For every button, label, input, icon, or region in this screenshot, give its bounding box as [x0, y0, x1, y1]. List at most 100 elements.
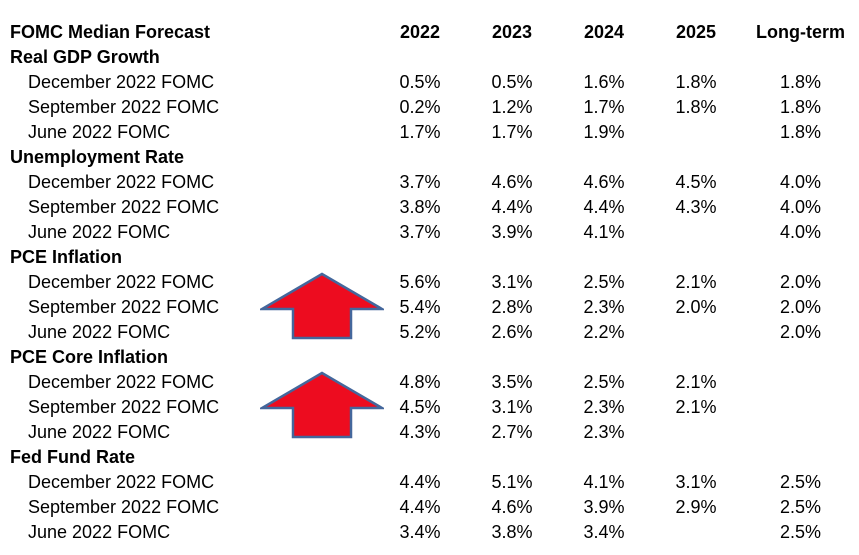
- value-2024: 4.4%: [583, 197, 625, 217]
- row-label: September 2022 FOMC: [28, 497, 220, 517]
- value-2022: 0.2%: [399, 97, 441, 117]
- row-label: June 2022 FOMC: [28, 522, 171, 542]
- value-2023: 4.4%: [491, 197, 533, 217]
- table-row: December 2022 FOMC 4.8% 3.5% 2.5% 2.1%: [0, 370, 859, 395]
- value-2022: 3.7%: [399, 222, 441, 242]
- up-arrow-icon: [260, 272, 384, 340]
- value-long-term: 2.5%: [779, 497, 822, 517]
- value-long-term: 2.0%: [779, 272, 822, 292]
- value-2022: 5.4%: [399, 297, 441, 317]
- value-2025: 4.3%: [675, 197, 717, 217]
- row-label: December 2022 FOMC: [28, 172, 215, 192]
- row-label: December 2022 FOMC: [28, 272, 215, 292]
- value-2023: 1.7%: [491, 122, 533, 142]
- row-label: September 2022 FOMC: [28, 397, 220, 417]
- value-2025: 1.8%: [675, 72, 717, 92]
- value-2024: 2.3%: [583, 422, 625, 442]
- table-row: December 2022 FOMC 5.6% 3.1% 2.5% 2.1% 2…: [0, 270, 859, 295]
- value-2024: 4.1%: [583, 472, 625, 492]
- value-2025: 4.5%: [675, 172, 717, 192]
- value-2024: 4.6%: [583, 172, 625, 192]
- table-row: September 2022 FOMC 3.8% 4.4% 4.4% 4.3% …: [0, 195, 859, 220]
- value-2024: 2.5%: [583, 372, 625, 392]
- row-label: June 2022 FOMC: [28, 422, 171, 442]
- table-row: December 2022 FOMC 0.5% 0.5% 1.6% 1.8% 1…: [0, 70, 859, 95]
- up-arrow-icon: [260, 371, 384, 439]
- column-header-long-term: Long-term: [756, 22, 845, 42]
- value-2022: 4.5%: [399, 397, 441, 417]
- value-long-term: 2.0%: [779, 297, 822, 317]
- value-2024: 1.6%: [583, 72, 625, 92]
- value-2023: 2.6%: [491, 322, 533, 342]
- value-2023: 0.5%: [491, 72, 533, 92]
- value-2023: 4.6%: [491, 497, 533, 517]
- column-header-2024: 2024: [583, 22, 625, 42]
- value-2024: 2.3%: [583, 397, 625, 417]
- header-row: FOMC Median Forecast 2022 2023 2024 2025…: [0, 20, 859, 45]
- section-header-real-gdp-growth: Real GDP Growth: [10, 47, 160, 67]
- value-2023: 4.6%: [491, 172, 533, 192]
- value-2024: 1.9%: [583, 122, 625, 142]
- table-row: September 2022 FOMC 5.4% 2.8% 2.3% 2.0% …: [0, 295, 859, 320]
- table-row: June 2022 FOMC 3.4% 3.8% 3.4% 2.5%: [0, 520, 859, 545]
- value-long-term: 1.8%: [779, 97, 822, 117]
- value-2022: 3.7%: [399, 172, 441, 192]
- row-label: June 2022 FOMC: [28, 122, 171, 142]
- value-2022: 4.4%: [399, 472, 441, 492]
- value-2023: 3.9%: [491, 222, 533, 242]
- section-header-pce-core-inflation: PCE Core Inflation: [10, 347, 169, 367]
- value-2025: 2.9%: [675, 497, 717, 517]
- value-2022: 3.8%: [399, 197, 441, 217]
- value-long-term: 2.5%: [779, 522, 822, 542]
- column-header-2022: 2022: [399, 22, 441, 42]
- value-long-term: 1.8%: [779, 72, 822, 92]
- value-2024: 2.5%: [583, 272, 625, 292]
- value-2025: 2.1%: [675, 397, 717, 417]
- section-header-unemployment-rate: Unemployment Rate: [10, 147, 185, 167]
- row-label: June 2022 FOMC: [28, 322, 171, 342]
- value-2023: 3.1%: [491, 272, 533, 292]
- table-row: September 2022 FOMC 0.2% 1.2% 1.7% 1.8% …: [0, 95, 859, 120]
- section-row: PCE Core Inflation: [0, 345, 859, 370]
- value-long-term: 4.0%: [779, 172, 822, 192]
- value-2025: 2.1%: [675, 272, 717, 292]
- value-2022: 4.3%: [399, 422, 441, 442]
- value-2023: 3.8%: [491, 522, 533, 542]
- value-2022: 1.7%: [399, 122, 441, 142]
- table-row: December 2022 FOMC 3.7% 4.6% 4.6% 4.5% 4…: [0, 170, 859, 195]
- value-2022: 5.6%: [399, 272, 441, 292]
- section-row: Fed Fund Rate: [0, 445, 859, 470]
- table-title: FOMC Median Forecast: [10, 22, 211, 42]
- section-row: Unemployment Rate: [0, 145, 859, 170]
- section-row: PCE Inflation: [0, 245, 859, 270]
- row-label: September 2022 FOMC: [28, 297, 220, 317]
- value-2024: 2.3%: [583, 297, 625, 317]
- table-row: June 2022 FOMC 5.2% 2.6% 2.2% 2.0%: [0, 320, 859, 345]
- section-header-pce-inflation: PCE Inflation: [10, 247, 122, 267]
- value-2024: 3.9%: [583, 497, 625, 517]
- section-row: Real GDP Growth: [0, 45, 859, 70]
- value-2022: 3.4%: [399, 522, 441, 542]
- table-row: September 2022 FOMC 4.4% 4.6% 3.9% 2.9% …: [0, 495, 859, 520]
- value-2023: 2.7%: [491, 422, 533, 442]
- value-2025: 3.1%: [675, 472, 717, 492]
- value-2024: 2.2%: [583, 322, 625, 342]
- value-2023: 1.2%: [491, 97, 533, 117]
- table-row: June 2022 FOMC 4.3% 2.7% 2.3%: [0, 420, 859, 445]
- value-2024: 3.4%: [583, 522, 625, 542]
- value-2023: 5.1%: [491, 472, 533, 492]
- value-2022: 4.4%: [399, 497, 441, 517]
- value-2025: 2.0%: [675, 297, 717, 317]
- value-2024: 4.1%: [583, 222, 625, 242]
- value-long-term: 4.0%: [779, 197, 822, 217]
- value-2023: 3.1%: [491, 397, 533, 417]
- row-label: December 2022 FOMC: [28, 372, 215, 392]
- value-2022: 5.2%: [399, 322, 441, 342]
- value-long-term: 2.5%: [779, 472, 822, 492]
- value-2023: 3.5%: [491, 372, 533, 392]
- value-2024: 1.7%: [583, 97, 625, 117]
- row-label: June 2022 FOMC: [28, 222, 171, 242]
- table-row: June 2022 FOMC 1.7% 1.7% 1.9% 1.8%: [0, 120, 859, 145]
- value-2022: 0.5%: [399, 72, 441, 92]
